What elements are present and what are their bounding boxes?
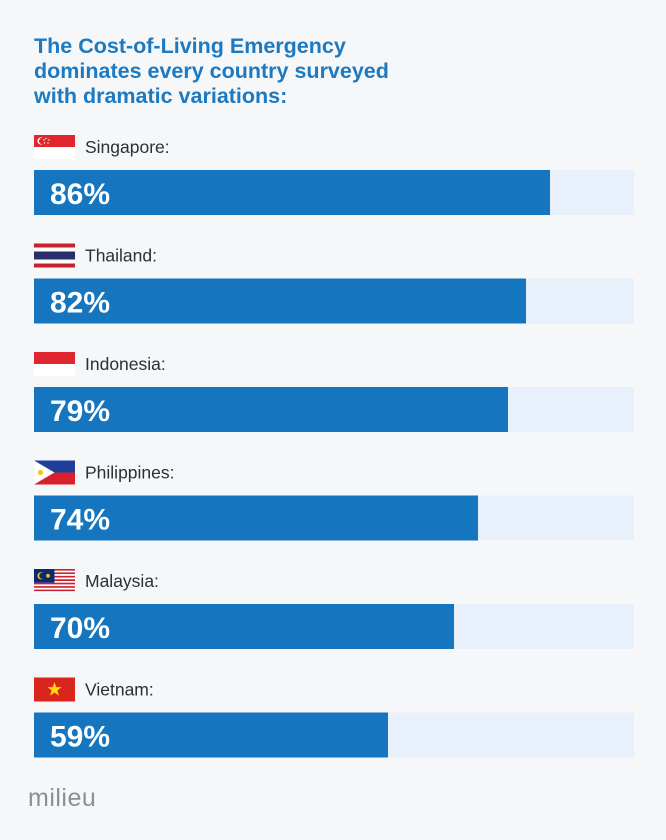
country-label: Indonesia: [85,354,166,374]
thailand-flag [34,243,75,268]
bar-value-label: 79% [50,395,110,428]
milieu-logo: milieu [28,784,97,812]
bar [34,495,478,541]
country-label: Singapore: [85,137,170,157]
singapore-flag [34,135,75,159]
chart-title: The Cost-of-Living Emergency dominates e… [34,34,634,109]
bar-value-label: 70% [50,612,110,645]
bar [34,387,508,432]
bar [34,278,526,324]
chart-title-line: The Cost-of-Living Emergency [34,34,346,58]
philippines-flag [34,460,75,485]
bar-value-label: 82% [50,287,110,320]
country-label: Vietnam: [85,680,154,700]
chart-title-line: dominates every country surveyed [34,59,389,83]
vietnam-flag [34,677,75,702]
country-label: Thailand: [85,246,157,266]
bar [34,712,388,758]
bar [34,170,550,215]
bar-value-label: 59% [50,721,110,754]
country-label: Malaysia: [85,571,159,591]
bar-value-label: 86% [50,178,110,211]
chart-title-line: with dramatic variations: [34,84,288,108]
bar [34,604,454,649]
indonesia-flag [34,352,75,376]
malaysia-flag [34,569,75,593]
country-label: Philippines: [85,463,175,483]
bar-value-label: 74% [50,504,110,537]
